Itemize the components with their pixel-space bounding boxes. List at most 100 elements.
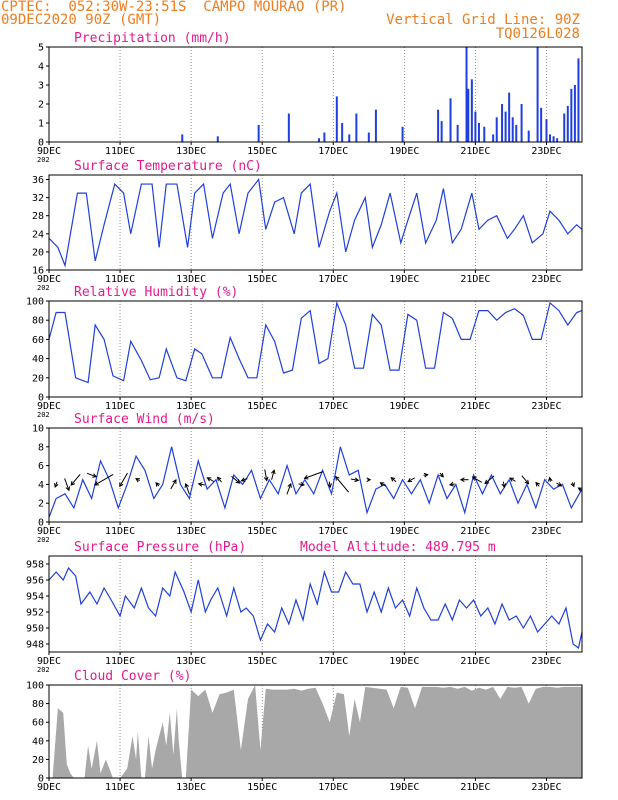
x-tick-label: 15DEC: [247, 782, 277, 793]
x-tick-label: 11DEC: [105, 401, 135, 412]
wind-vector-head: [439, 472, 444, 478]
wind-vector-head: [509, 477, 514, 482]
wind-frame: [48, 427, 583, 523]
rh-frame: [48, 300, 583, 398]
y-tick-label: 958: [26, 560, 44, 571]
precip-bar: [323, 132, 326, 142]
x-tick-label: 23DEC: [531, 782, 561, 793]
x-year-label: 202: [37, 536, 50, 544]
humidity-title: Relative Humidity (%): [74, 285, 238, 300]
header-grid-line: Vertical Grid Line: 90Z: [386, 12, 580, 28]
x-year-label: 202: [37, 411, 50, 419]
y-tick-label: 0: [38, 393, 44, 404]
y-tick-label: 100: [26, 681, 44, 692]
wind-vector-head: [577, 487, 583, 492]
temperature-title: Surface Temperature (nC): [74, 159, 262, 174]
wind-vector-head: [334, 475, 340, 481]
y-tick-label: 1: [38, 119, 44, 130]
wind-vector-head: [423, 472, 429, 478]
pressure-title: Surface Pressure (hPa): [74, 540, 246, 555]
cloud-cover-area: [49, 685, 582, 778]
precip-bar: [515, 124, 518, 142]
precip-bar: [495, 117, 498, 142]
x-year-label: 202: [37, 284, 50, 292]
y-tick-label: 4: [38, 62, 44, 73]
x-tick-label: 9DEC: [37, 146, 61, 157]
y-tick-label: 20: [32, 755, 44, 766]
x-tick-label: 9DEC: [37, 274, 61, 285]
y-tick-label: 36: [32, 175, 44, 186]
x-tick-label: 13DEC: [176, 656, 206, 667]
y-tick-label: 2: [38, 499, 44, 510]
wind-vector: [231, 475, 240, 484]
wind-vector: [271, 470, 275, 480]
wind-vector: [198, 483, 205, 486]
wind-vector: [335, 476, 350, 493]
precip-bar: [540, 107, 543, 142]
x-year-label: 202: [37, 156, 50, 164]
x-tick-label: 13DEC: [176, 146, 206, 157]
wind-vector-head: [92, 473, 98, 478]
wind-vector: [304, 471, 324, 479]
cloud-panel: [46, 684, 583, 781]
cloud-title: Cloud Cover (%): [74, 669, 191, 684]
header-code: TQ0126L028: [495, 26, 580, 42]
x-tick-label: 13DEC: [176, 526, 206, 537]
x-tick-label: 23DEC: [531, 656, 561, 667]
y-tick-label: 948: [26, 640, 44, 651]
wind-vector-head: [172, 478, 177, 484]
x-tick-label: 23DEC: [531, 401, 561, 412]
wind-vector-head: [287, 482, 292, 488]
wind-vector-head: [484, 479, 490, 485]
wind-vector: [350, 478, 359, 481]
precip-bar: [483, 126, 486, 142]
x-tick-label: 11DEC: [105, 274, 135, 285]
wind-vector: [484, 475, 495, 484]
rh-panel: [46, 300, 583, 400]
x-tick-label: 23DEC: [531, 274, 561, 285]
x-tick-label: 15DEC: [247, 274, 277, 285]
precip-bar: [563, 113, 566, 142]
y-tick-label: 956: [26, 576, 44, 587]
y-tick-label: 2: [38, 100, 44, 111]
precip-bar: [552, 136, 555, 142]
wind-vector-head: [535, 481, 540, 487]
wind-vector-head: [303, 475, 309, 480]
x-tick-label: 9DEC: [37, 782, 61, 793]
x-tick-label: 21DEC: [460, 782, 490, 793]
y-tick-label: 32: [32, 193, 44, 204]
wind-vector-head: [271, 469, 276, 475]
x-tick-label: 9DEC: [37, 656, 61, 667]
precip-bar: [467, 88, 470, 142]
y-tick-label: 0: [38, 138, 44, 149]
x-tick-label: 17DEC: [318, 782, 348, 793]
wind-vector: [170, 479, 177, 490]
y-tick-label: 5: [38, 43, 44, 54]
y-tick-label: 24: [32, 229, 44, 240]
x-tick-label: 15DEC: [247, 656, 277, 667]
wind-vector-head: [557, 482, 563, 487]
precip-bar: [318, 138, 321, 142]
precip-bar: [367, 132, 370, 142]
x-tick-label: 15DEC: [247, 401, 277, 412]
x-tick-label: 13DEC: [176, 274, 206, 285]
wind-vector: [64, 478, 70, 491]
precip-bar: [437, 109, 440, 142]
rh-line: [48, 300, 583, 384]
wind-vector: [286, 483, 292, 495]
y-tick-label: 16: [32, 266, 44, 277]
x-tick-label: 11DEC: [105, 526, 135, 537]
wind-panel: [46, 427, 583, 525]
precip-bar: [348, 134, 351, 142]
x-tick-label: 19DEC: [389, 656, 419, 667]
y-tick-label: 6: [38, 461, 44, 472]
wind-vector-head: [379, 482, 385, 487]
y-tick-label: 40: [32, 736, 44, 747]
x-tick-label: 17DEC: [318, 401, 348, 412]
wind-line: [48, 446, 583, 518]
x-tick-label: 13DEC: [176, 401, 206, 412]
x-tick-label: 17DEC: [318, 526, 348, 537]
x-tick-label: 19DEC: [389, 146, 419, 157]
precip-bar: [570, 88, 573, 142]
